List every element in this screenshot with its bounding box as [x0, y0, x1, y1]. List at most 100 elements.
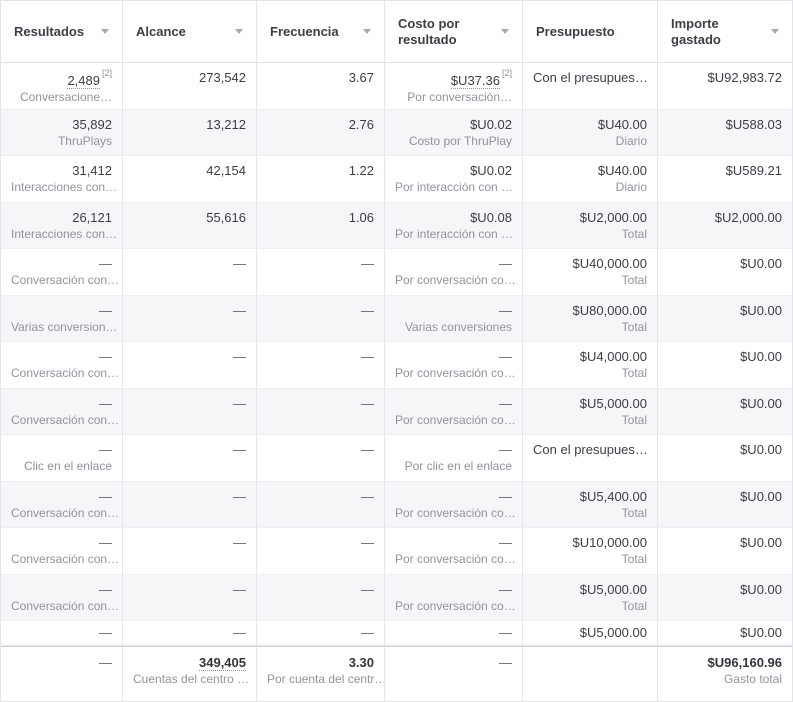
table-cell: $U80,000.00 Total — [523, 295, 658, 341]
cell-sublabel: Clic en el enlace — [23, 459, 112, 473]
column-header-alcance[interactable]: Alcance — [123, 1, 257, 62]
cell-sublabel: Interacciones con… — [11, 226, 118, 241]
table-cell: — — [123, 621, 257, 645]
metric-value-tooltip[interactable]: 2,489 — [67, 73, 100, 90]
table-row[interactable]: — Varias conversion… — — — Varias conversione… — [1, 295, 792, 342]
table-cell: 273,542 — [123, 63, 257, 109]
cell-value: Con el presupues… — [533, 70, 648, 85]
footnote-marker: [2] — [501, 68, 512, 78]
cell-value: 35,892 — [72, 116, 112, 132]
table-cell: — — [1, 647, 123, 701]
table-cell: — — [257, 249, 385, 295]
table-cell: $U96,160.96 Gasto total — [658, 647, 792, 701]
table-row[interactable]: — Conversación con… — — — Por conversación co… — [1, 574, 792, 621]
cell-value-line: $U5,000.00 — [533, 625, 647, 640]
cell-value-line: — — [267, 489, 374, 504]
cell-value-line: $U0.00 — [668, 303, 782, 318]
table-cell: — — [123, 574, 257, 620]
cell-value: Con el presupues… — [533, 442, 648, 457]
cell-value: $U0.00 — [740, 535, 782, 550]
cell-value: 3.30 — [348, 655, 374, 670]
cell-value: $U10,000.00 — [572, 535, 647, 550]
column-header-frecuencia[interactable]: Frecuencia — [257, 1, 385, 62]
cell-value: — — [361, 581, 374, 597]
table-cell: — — [123, 435, 257, 481]
column-header-resultados[interactable]: Resultados — [1, 1, 123, 62]
table-cell: — Conversación con… — [1, 249, 123, 295]
cell-value: $U5,000.00 — [579, 625, 647, 640]
cell-value-line: $U80,000.00 — [533, 303, 647, 318]
column-header-label: Frecuencia — [270, 23, 339, 39]
table-row[interactable]: 26,121 Interacciones con… 55,616 1.06 $U0.08… — [1, 202, 792, 249]
table-cell: $U4,000.00 Total — [523, 342, 658, 388]
metric-value-tooltip[interactable]: 349,405 — [199, 655, 246, 671]
table-row[interactable]: 2,489[2] Conversacione… 273,542 3.67 $U37.36… — [1, 63, 792, 110]
table-cell: — Conversación con… — [1, 342, 123, 388]
cell-value-line: $U40.00 — [533, 117, 647, 132]
cell-sublabel: Costo por ThruPlay — [408, 133, 512, 148]
cell-value-line: — — [395, 655, 512, 670]
table-body: 2,489[2] Conversacione… 273,542 3.67 $U37.36… — [1, 63, 792, 646]
table-cell: 35,892 ThruPlays — [1, 109, 123, 155]
cell-value: $U5,400.00 — [579, 488, 647, 504]
table-cell: 13,212 — [123, 109, 257, 155]
cell-sublabel: Conversación con… — [11, 552, 120, 566]
cell-sublabel: Por conversación co… — [395, 552, 516, 566]
cell-value: — — [499, 349, 512, 364]
cell-value-line: 3.30 — [267, 655, 374, 670]
cell-sublabel: Por conversación co… — [395, 598, 516, 613]
table-row[interactable]: — Conversación con… — — — Por conversación co… — [1, 342, 792, 389]
cell-sublabel: Por clic en el enlace — [404, 459, 512, 473]
cell-value-line: — — [11, 535, 112, 550]
cell-value-line: $U0.02 — [395, 117, 512, 132]
cell-sublabel: Por conversación co… — [395, 273, 516, 287]
table-row[interactable]: — Conversación con… — — — Por conversación co… — [1, 481, 792, 528]
table-cell: $U589.21 — [658, 156, 792, 202]
table-cell: 3.67 — [257, 63, 385, 109]
cell-value-line: — — [395, 256, 512, 271]
table-cell: — — [1, 621, 123, 645]
table-row[interactable]: 31,412 Interacciones con… 42,154 1.22 $U0.02… — [1, 156, 792, 203]
table-row[interactable]: — Clic en el enlace — — — Por clic en el enla… — [1, 435, 792, 482]
cell-value: — — [499, 256, 512, 271]
cell-value-line: 31,412 — [11, 163, 112, 178]
table-cell: 31,412 Interacciones con… — [1, 156, 123, 202]
cell-value-line: $U0.00 — [668, 625, 782, 640]
cell-value: — — [499, 535, 512, 550]
table-row[interactable]: 35,892 ThruPlays 13,212 2.76 $U0.02 Costo por… — [1, 109, 792, 156]
cell-value-line: — — [133, 535, 246, 550]
table-row[interactable]: — — — — $U5,000.00 $U0.00 — [1, 621, 792, 646]
table-cell: — Por conversación co… — [385, 574, 523, 620]
table-cell: $U0.08 Por interacción con … — [385, 202, 523, 248]
table-cell: — — [123, 295, 257, 341]
metric-value-tooltip[interactable]: $U37.36 — [450, 73, 500, 90]
cell-sublabel: Conversación con… — [11, 366, 120, 380]
cell-value-line: $U40,000.00 — [533, 256, 647, 271]
cell-value-line: — — [133, 303, 246, 318]
cell-value: $U0.00 — [740, 581, 782, 597]
cell-sublabel: Por interacción con … — [395, 226, 514, 241]
cell-sublabel: Total — [621, 319, 647, 334]
table-row[interactable]: — Conversación con… — — — Por conversación co… — [1, 249, 792, 296]
table-cell: — — [385, 621, 523, 645]
column-header-importe-gastado[interactable]: Importe gastado — [658, 1, 792, 62]
table-cell: $U0.00 — [658, 249, 792, 295]
table-cell: — Por conversación co… — [385, 388, 523, 434]
cell-value: — — [233, 488, 246, 504]
table-row[interactable]: — Conversación con… — — — Por conversación co… — [1, 388, 792, 435]
cell-value-line: — — [395, 442, 512, 457]
table-row[interactable]: — Conversación con… — — — Por conversación co… — [1, 528, 792, 575]
table-cell: $U0.00 — [658, 575, 792, 621]
cell-value-line: $U40.00 — [533, 163, 647, 178]
cell-value-line: 349,405 — [133, 655, 246, 671]
cell-value: — — [99, 302, 112, 318]
table-cell: $U37.36[2] Por conversación… — [385, 63, 523, 109]
cell-value-line: $U10,000.00 — [533, 535, 647, 550]
cell-value: 3.67 — [348, 70, 374, 85]
column-header-costo-por-resultado[interactable]: Costo por resultado — [385, 1, 523, 62]
cell-sublabel: Por conversación… — [407, 90, 512, 105]
cell-value-line: — — [395, 349, 512, 364]
table-cell: — — [257, 295, 385, 341]
cell-value: 2.76 — [348, 116, 374, 132]
cell-sublabel: Diario — [615, 133, 647, 148]
